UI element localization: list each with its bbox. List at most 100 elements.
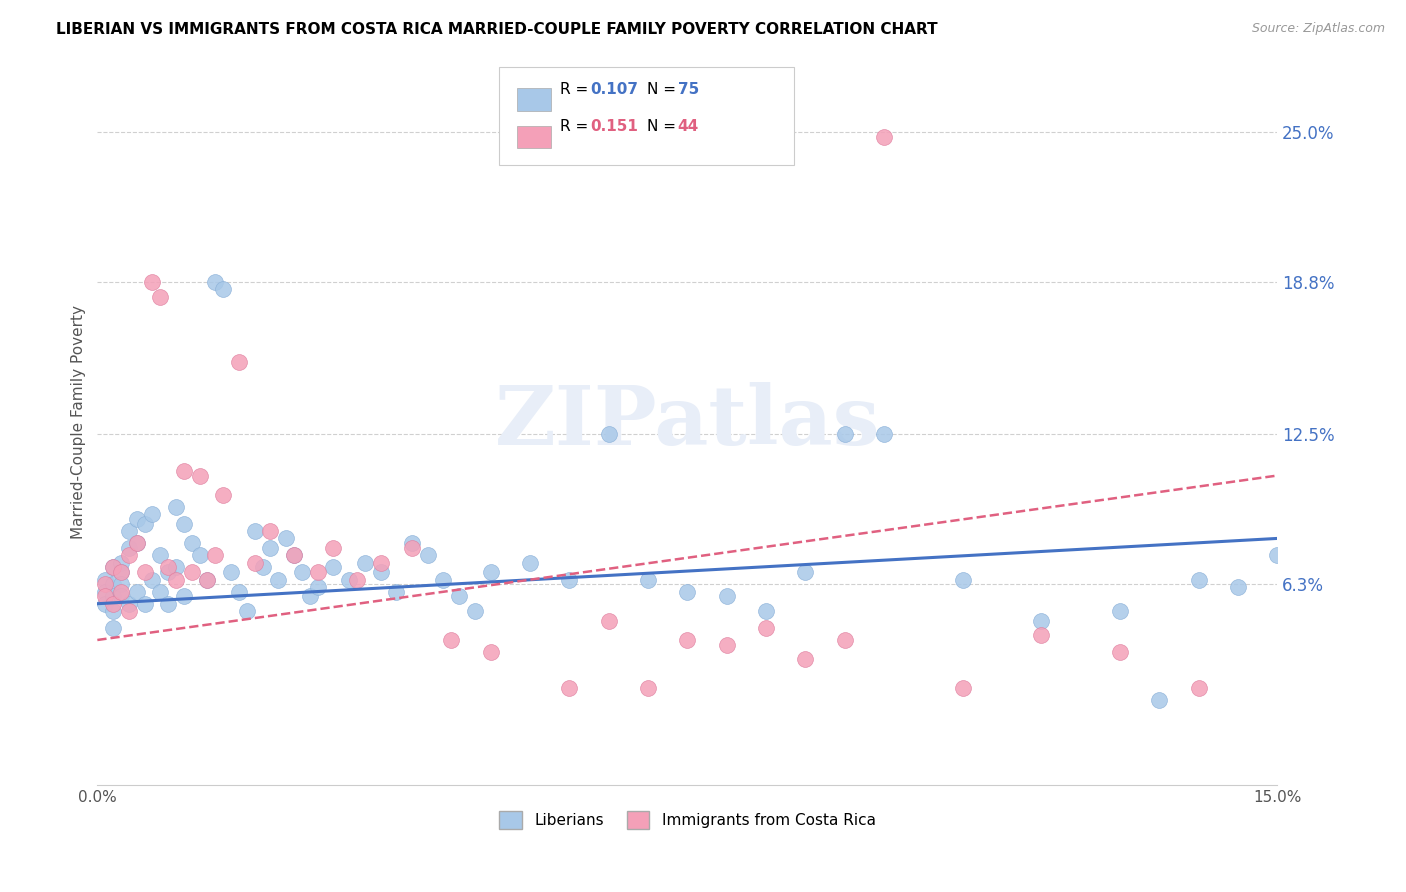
Point xyxy=(197,573,219,587)
Point xyxy=(1031,614,1053,628)
Text: R =: R = xyxy=(560,120,598,134)
Point xyxy=(165,573,187,587)
Point xyxy=(519,556,541,570)
Point xyxy=(197,573,219,587)
Point xyxy=(188,549,211,563)
Text: N =: N = xyxy=(647,82,681,96)
Point xyxy=(101,560,124,574)
Point xyxy=(834,427,856,442)
Point xyxy=(873,130,896,145)
Point xyxy=(952,573,974,587)
Point xyxy=(1226,580,1249,594)
Point xyxy=(110,556,132,570)
Point xyxy=(307,580,329,594)
Point xyxy=(149,549,172,563)
Point xyxy=(101,577,124,591)
Point xyxy=(370,566,392,580)
Point xyxy=(125,536,148,550)
Point xyxy=(94,590,117,604)
Point xyxy=(173,516,195,531)
Point xyxy=(118,604,141,618)
Point xyxy=(101,597,124,611)
Point xyxy=(110,566,132,580)
Point xyxy=(794,566,817,580)
Point xyxy=(401,541,423,555)
Point xyxy=(125,512,148,526)
Point xyxy=(755,604,778,618)
Point xyxy=(110,584,132,599)
Point xyxy=(101,560,124,574)
Point xyxy=(212,488,235,502)
Point xyxy=(165,500,187,514)
Text: 75: 75 xyxy=(678,82,699,96)
Point xyxy=(243,556,266,570)
Point xyxy=(558,573,581,587)
Y-axis label: Married-Couple Family Poverty: Married-Couple Family Poverty xyxy=(72,305,86,540)
Point xyxy=(134,597,156,611)
Legend: Liberians, Immigrants from Costa Rica: Liberians, Immigrants from Costa Rica xyxy=(492,805,882,836)
Point xyxy=(676,632,699,647)
Point xyxy=(1109,604,1132,618)
Point xyxy=(173,464,195,478)
Point xyxy=(873,427,896,442)
Text: 44: 44 xyxy=(678,120,699,134)
Point xyxy=(141,573,163,587)
Point xyxy=(598,427,620,442)
Point xyxy=(252,560,274,574)
Point xyxy=(259,541,281,555)
Point xyxy=(479,566,502,580)
Point xyxy=(276,532,298,546)
Point xyxy=(118,524,141,538)
Text: R =: R = xyxy=(560,82,593,96)
Point xyxy=(180,566,202,580)
Point xyxy=(94,584,117,599)
Point xyxy=(283,549,305,563)
Point xyxy=(794,652,817,666)
Point xyxy=(228,584,250,599)
Point xyxy=(637,573,659,587)
Text: 0.151: 0.151 xyxy=(591,120,638,134)
Point xyxy=(1109,645,1132,659)
Point xyxy=(204,275,226,289)
Point xyxy=(204,549,226,563)
Point xyxy=(322,541,344,555)
Point xyxy=(267,573,290,587)
Point xyxy=(322,560,344,574)
Point xyxy=(212,282,235,296)
Point xyxy=(416,549,439,563)
Point xyxy=(479,645,502,659)
Point xyxy=(637,681,659,696)
Point xyxy=(141,508,163,522)
Point xyxy=(94,577,117,591)
Point xyxy=(1149,693,1171,707)
Point xyxy=(755,621,778,635)
Point xyxy=(141,275,163,289)
Point xyxy=(94,597,117,611)
Point xyxy=(149,290,172,304)
Point xyxy=(157,597,180,611)
Point xyxy=(259,524,281,538)
Text: ZIPatlas: ZIPatlas xyxy=(495,383,880,462)
Point xyxy=(298,590,321,604)
Point xyxy=(432,573,454,587)
Point xyxy=(676,584,699,599)
Text: Source: ZipAtlas.com: Source: ZipAtlas.com xyxy=(1251,22,1385,36)
Text: 0.107: 0.107 xyxy=(591,82,638,96)
Point xyxy=(353,556,375,570)
Text: N =: N = xyxy=(647,120,681,134)
Point xyxy=(110,566,132,580)
Point xyxy=(180,536,202,550)
Point xyxy=(110,590,132,604)
Point xyxy=(149,584,172,599)
Point xyxy=(101,621,124,635)
Point xyxy=(118,541,141,555)
Point xyxy=(101,604,124,618)
Point xyxy=(236,604,259,618)
Point xyxy=(598,614,620,628)
Point xyxy=(558,681,581,696)
Point xyxy=(101,590,124,604)
Point xyxy=(307,566,329,580)
Point xyxy=(157,566,180,580)
Point xyxy=(1187,573,1209,587)
Point xyxy=(346,573,368,587)
